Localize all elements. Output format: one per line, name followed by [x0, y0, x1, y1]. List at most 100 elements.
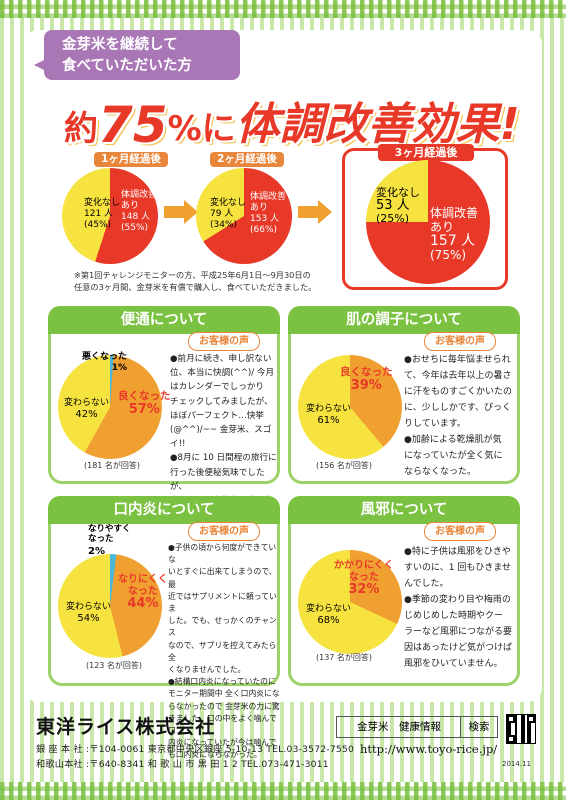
- hada-comment-line: りしています。: [404, 419, 466, 429]
- monitor-note: ※第1回チャレンジモニターの方、平成25年6月1日〜9月30日の 任意の3ヶ月間、…: [74, 270, 317, 292]
- pie-3month: [366, 160, 490, 284]
- arrow-2-body: [298, 206, 320, 218]
- bottom-check-border: [0, 782, 566, 800]
- issue-date: 2014.11: [502, 760, 531, 768]
- konai-comment-line: なので、サプリを控えてみたら全: [168, 640, 277, 662]
- badge-1month: 1ヶ月経過後: [94, 152, 168, 167]
- headline-main: 体調改善効果: [235, 99, 500, 150]
- kaze-comment-line: ●特に子供は風邪をひきや: [404, 547, 511, 557]
- pie2-yes: 体調改善 あり 153 人 (66%): [250, 192, 287, 235]
- headline-bang: !: [499, 99, 520, 150]
- konai-hard: なりにくく なった 44%: [118, 574, 168, 611]
- bentsu-comment-line: ほぼパーフェクト…快挙: [170, 410, 265, 421]
- headline-tag: 金芽米を継続して 食べていただいた方: [34, 30, 240, 80]
- kaze-same: 変わらない 68%: [306, 604, 352, 626]
- top-check-border: [0, 0, 566, 18]
- konai-comment-line: 内炎になっていたが今は噛んで: [168, 738, 277, 748]
- arrow-1-head: [184, 200, 198, 224]
- bentsu-comment-line: 位、本当に快調(^^)/ 今月: [170, 368, 275, 379]
- konai-comments: ●子供の頃から何度ができていな いとすぐに出来てしまうので、最 近ではサプリメントに…: [168, 542, 280, 762]
- arrow-1-body: [164, 206, 186, 218]
- bentsu-comment-line: チェックしてみましたが、: [170, 396, 273, 407]
- panel-hada-title: 肌の調子について: [288, 306, 520, 334]
- bentsu-good: 良くなった 57%: [118, 390, 171, 417]
- address-wakayama: 和歌山本社 :〒640-8341 和 歌 山 市 黒 田 1 2 TEL.073…: [36, 759, 329, 770]
- pie1-yes: 体調改善 あり 148 人 (55%): [121, 190, 158, 233]
- pie-kaze: [298, 550, 402, 654]
- search-keyword: 金芽米 健康情報: [357, 721, 441, 733]
- pie3-yes: 体調改善 あり 157 人 (75%): [430, 206, 479, 262]
- tag-line1: 金芽米を継続して: [62, 37, 178, 53]
- bentsu-same: 変わらない 42%: [64, 398, 110, 420]
- kaze-count: (137 名が回答): [316, 653, 373, 662]
- kaze-comment-line: ●季節の変わり目や梅雨の: [404, 595, 511, 605]
- kaze-comment-line: じめじめした時期やクー: [404, 611, 504, 621]
- panel-bentsu-title: 便通について: [48, 306, 280, 334]
- arrow-2-head: [318, 200, 332, 224]
- hada-comment-line: になっていたが全く気に: [404, 451, 503, 461]
- konai-comment-line: した。でも、せっかくのチャンス: [168, 616, 277, 638]
- konai-same: 変わらない 54%: [66, 602, 112, 624]
- kaze-voice-label: お客様の声: [424, 522, 496, 541]
- panel-kaze-title: 風邪について: [288, 496, 520, 524]
- kaze-comment-line: 風邪をひいていません。: [404, 659, 503, 669]
- konai-comment-line: ●子供の頃から何度ができていな: [168, 543, 277, 565]
- hada-comment-line: て、今年は去年以上の暑さ: [404, 371, 512, 381]
- hada-comment-line: に、少ししかです、ぴっく: [404, 403, 512, 413]
- qr-code-icon: [506, 714, 536, 744]
- pie-hada: [298, 355, 402, 459]
- hada-count: (156 名が回答): [316, 461, 373, 470]
- headline-number: 75: [98, 96, 168, 154]
- konai-count: (123 名が回答): [86, 661, 143, 670]
- main-headline: 約 75 % に 体調改善効果 !: [64, 84, 520, 154]
- badge-2month: 2ヶ月経過後: [210, 152, 284, 167]
- pie1-no: 変化なし 121 人 (45%): [84, 198, 121, 230]
- bentsu-comment-line: (@^^)/~~ 金芽米、スゴイ!!: [170, 425, 272, 450]
- headline-percent: %: [167, 109, 202, 149]
- konai-comment-line: いとすぐに出来てしまうので、最: [168, 567, 277, 589]
- hada-comment-line: ●おせちに毎年悩ませられ: [404, 355, 511, 365]
- pie-2month: [196, 168, 292, 264]
- company-name: 東洋ライス株式会社: [36, 716, 216, 738]
- badge-3month: 3ヶ月経過後: [378, 144, 474, 161]
- search-button[interactable]: 検索: [460, 717, 497, 737]
- konai-comment-line: モニター期間中 全く口内炎にな: [168, 689, 280, 699]
- konai-easy: なりやすく なった 2%: [88, 524, 131, 557]
- hada-comments: ●おせちに毎年悩ませられ て、今年は去年以上の暑さ に汗をものすごくかいたの に、少し…: [404, 352, 524, 480]
- konai-comment-line: らなかったので 金芽米の力に驚: [168, 701, 280, 711]
- panel-konai-title: 口内炎について: [48, 496, 280, 524]
- konai-comment-line: くなりませんでした。: [168, 665, 246, 675]
- pie-bentsu: [58, 355, 162, 459]
- konai-comment-line: きました。口の中をよく噛んで口: [168, 713, 277, 736]
- bentsu-comment-line: はカレンダーでしっかり: [170, 382, 265, 393]
- kaze-comment-line: んでした。: [404, 579, 449, 589]
- kaze-comment-line: 因はあったけど気がつけば: [404, 643, 513, 653]
- website-url[interactable]: http://www.toyo-rice.jp/: [360, 742, 498, 756]
- tag-line2: 食べていただいた方: [62, 58, 192, 74]
- search-box[interactable]: 金芽米 健康情報 検索: [336, 716, 498, 738]
- headline-pre: 約: [64, 109, 98, 149]
- bentsu-comment-line: ●8月に 10 日間程の旅行に: [170, 453, 277, 464]
- konai-voice-label: お客様の声: [188, 522, 260, 541]
- hada-comment-line: に汗をものすごくかいたの: [404, 387, 513, 397]
- hada-comment-line: ●加齢による乾燥肌が気: [404, 435, 502, 445]
- address-ginza: 銀 座 本 社 :〒104-0061 東京都中央区銀座 5-10-13 TEL.…: [36, 744, 355, 755]
- pie-konai: [58, 554, 162, 658]
- kaze-comment-line: ラーなど風邪につながる要: [404, 627, 513, 637]
- bentsu-count: (181 名が回答): [84, 461, 141, 470]
- konai-comment-line: 近ではサプリメントに頼っていま: [168, 591, 277, 614]
- headline-ni: に: [201, 109, 236, 149]
- pie3-no: 変化なし 53 人 (25%): [376, 186, 420, 225]
- konai-comment-line: ●結構口内炎になっていたのに: [168, 677, 276, 687]
- hada-good: 良くなった 39%: [340, 366, 393, 393]
- hada-voice-label: お客様の声: [424, 332, 496, 351]
- konai-comment-line: も口内炎にならなかった。: [168, 750, 262, 760]
- pie-1month: [62, 168, 158, 264]
- kaze-hard: かかりにくく なった 32%: [334, 560, 394, 597]
- bentsu-voice-label: お客様の声: [188, 332, 260, 351]
- bentsu-comment-line: 行った後便秘気味でしたが、: [170, 467, 265, 492]
- bentsu-comment-line: ●前月に続き、申し訳ない: [170, 354, 272, 364]
- kaze-comment-line: すいのに、1 回もひきませ: [404, 563, 512, 573]
- hada-same: 変わらない 61%: [306, 404, 352, 426]
- hada-comment-line: ならなくなった。: [404, 467, 477, 477]
